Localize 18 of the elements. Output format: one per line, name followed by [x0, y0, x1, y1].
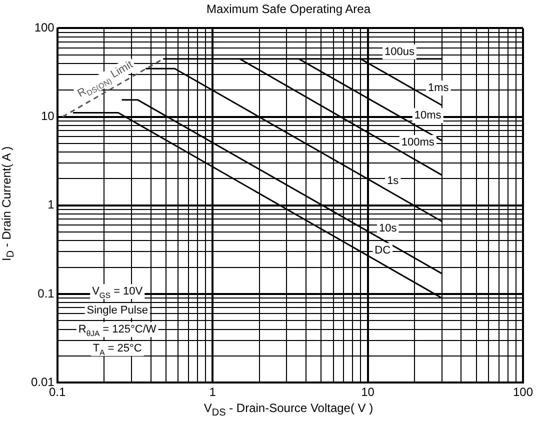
x-tick-label: 100: [512, 385, 534, 400]
series-label: DC: [374, 244, 391, 256]
series-label: 1ms: [428, 82, 450, 94]
y-tick-label: 0.01: [30, 374, 55, 389]
x-tick-label: 1: [209, 385, 216, 400]
x-axis-title: V$_{DS}$ - Drain-Source Voltage( V ): [202, 401, 374, 418]
annotation: Single Pulse: [86, 304, 148, 317]
chart-title: Maximum Safe Operating Area: [205, 2, 372, 16]
series-label: 10ms: [414, 110, 442, 122]
y-tick-label: 1: [48, 198, 55, 212]
y-tick-label: 10: [40, 109, 55, 124]
series-label: 1s: [387, 174, 400, 187]
x-tick-label: 10: [361, 385, 375, 400]
series-label: 100us: [384, 46, 415, 58]
y-tick-label: 100: [34, 20, 55, 35]
series-label: 100ms: [401, 136, 435, 149]
y-tick-label: 0.1: [38, 286, 55, 300]
series-label: 10s: [378, 222, 398, 234]
